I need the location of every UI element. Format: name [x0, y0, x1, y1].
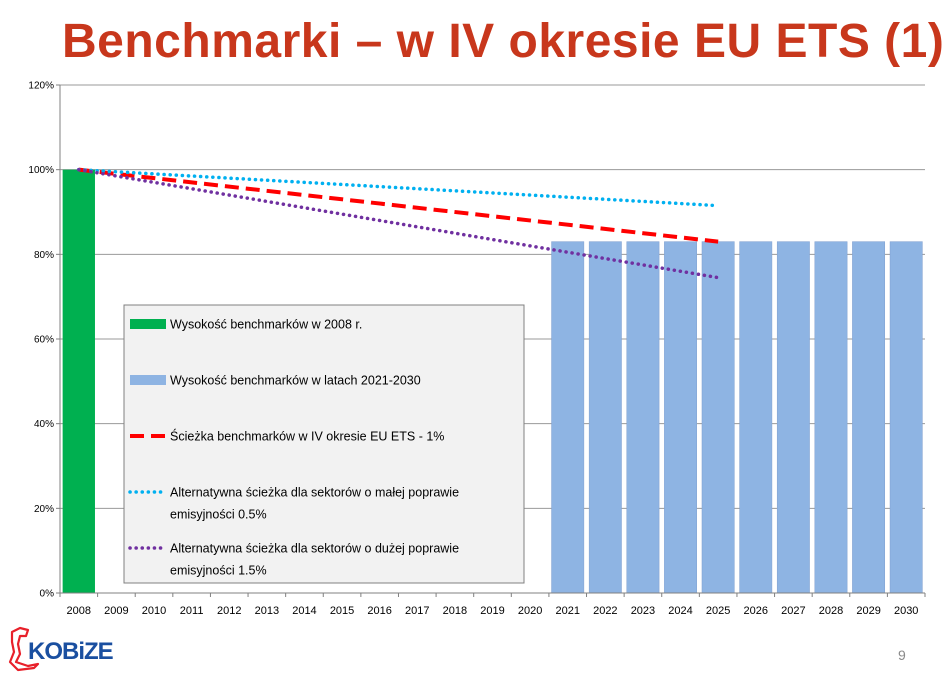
- chart-axes: 0% 20% 40% 60% 80% 100% 120% 2008 2009 2010 2011 20…: [28, 81, 926, 617]
- bar-2023: [626, 241, 660, 594]
- poland-map-icon: [8, 626, 40, 672]
- x-tick-label: 2029: [856, 605, 880, 617]
- legend-label: Wysokość benchmarków w latach 2021-2030: [170, 374, 421, 388]
- legend-swatch-bar: [130, 319, 166, 329]
- y-tick-label: 60%: [34, 335, 54, 346]
- x-tick-label: 2022: [593, 605, 617, 617]
- bar-2030: [889, 241, 923, 594]
- x-tick-label: 2021: [555, 605, 579, 617]
- path-line-dotted: [77, 167, 720, 208]
- x-tick-label: 2023: [631, 605, 655, 617]
- legend-swatch-bar: [130, 375, 166, 385]
- legend-label: emisyjności 1.5%: [170, 564, 267, 578]
- benchmark-chart: 0% 20% 40% 60% 80% 100% 120% 2008 2009 2010 2011 20…: [28, 81, 926, 617]
- bar-2008: [62, 169, 95, 593]
- bar-2026: [739, 241, 773, 594]
- x-tick-label: 2008: [67, 605, 91, 617]
- legend-label: Alternatywna ścieżka dla sektorów o duże…: [170, 542, 459, 556]
- x-tick-label: 2028: [819, 605, 843, 617]
- legend-label: Alternatywna ścieżka dla sektorów o małe…: [170, 486, 459, 500]
- bar-2025: [701, 241, 735, 594]
- bar-2024: [664, 241, 697, 594]
- x-tick-label: 2010: [142, 605, 166, 617]
- bar-2028: [814, 241, 848, 594]
- x-tick-label: 2019: [480, 605, 504, 617]
- y-tick-label: 80%: [34, 250, 54, 261]
- x-tick-label: 2012: [217, 605, 241, 617]
- x-tick-label: 2024: [668, 605, 692, 617]
- chart-bars: [62, 169, 923, 594]
- kobize-logo: KOBiZE: [8, 626, 115, 672]
- x-tick-label: 2027: [781, 605, 805, 617]
- slide-title: Benchmarki – w IV okresie EU ETS (1): [62, 15, 945, 68]
- legend-label: emisyjności 0.5%: [170, 508, 267, 522]
- x-tick-label: 2030: [894, 605, 918, 617]
- page-number: 9: [898, 647, 906, 663]
- x-tick-label: 2014: [292, 605, 316, 617]
- bar-2029: [852, 241, 886, 594]
- x-tick-label: 2009: [104, 605, 128, 617]
- logo-text: KOBiZE: [28, 638, 114, 665]
- legend-box: [123, 304, 525, 584]
- legend-label: Wysokość benchmarków w 2008 r.: [170, 318, 362, 332]
- x-tick-label: 2020: [518, 605, 542, 617]
- path-line-dotted: [77, 167, 720, 280]
- x-tick-label: 2025: [706, 605, 730, 617]
- path-line-dashed: [78, 167, 719, 244]
- x-tick-label: 2026: [744, 605, 768, 617]
- y-tick-label: 20%: [34, 504, 54, 515]
- y-tick-label: 40%: [34, 419, 54, 430]
- chart-legend: Wysokość benchmarków w 2008 r. Wysokość b…: [123, 304, 525, 584]
- x-tick-label: 2013: [255, 605, 279, 617]
- x-tick-label: 2011: [180, 605, 204, 617]
- x-tick-label: 2018: [443, 605, 467, 617]
- bar-2021: [551, 241, 585, 594]
- x-tick-label: 2017: [405, 605, 429, 617]
- x-tick-label: 2016: [367, 605, 391, 617]
- chart-lines: [77, 167, 720, 280]
- x-tick-label: 2015: [330, 605, 354, 617]
- bar-2027: [776, 241, 810, 594]
- bar-2022: [588, 241, 622, 594]
- y-tick-label: 100%: [28, 165, 54, 176]
- y-tick-label: 120%: [28, 81, 54, 92]
- legend-label: Ścieżka benchmarków w IV okresie EU ETS …: [170, 429, 444, 444]
- y-tick-label: 0%: [40, 589, 55, 600]
